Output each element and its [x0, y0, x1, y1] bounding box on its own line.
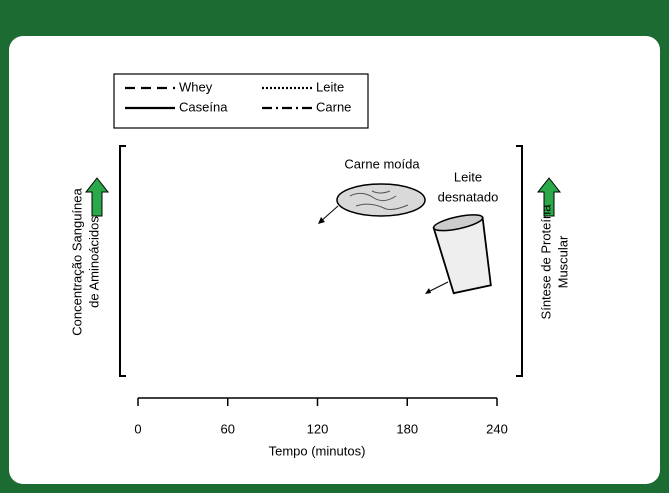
x-tick-label: 120: [307, 421, 329, 436]
legend: Whey Leite Caseína Carne: [125, 79, 351, 114]
legend-label: Whey: [179, 79, 213, 94]
y-label: de Aminoácidos: [86, 216, 101, 308]
x-tick-label: 60: [221, 421, 235, 436]
x-tick-label: 240: [486, 421, 508, 436]
x-tick-label: 0: [134, 421, 141, 436]
up-arrow-right: [536, 177, 562, 217]
milk-glass-icon: [432, 214, 492, 295]
panel: [9, 36, 660, 484]
annotation-arrow: [319, 205, 339, 223]
legend-label: Carne: [316, 99, 351, 114]
x-label: Tempo (minutos): [269, 443, 366, 458]
annotation: desnatado: [438, 189, 499, 204]
right-bracket: [516, 145, 523, 377]
up-arrow-left: [84, 177, 110, 217]
ground-meat-texture: [349, 190, 409, 210]
legend-label: Caseína: [179, 99, 228, 114]
annotation: Leite: [454, 169, 482, 184]
annotation-arrowhead: [425, 288, 431, 294]
x-tick-label: 180: [396, 421, 418, 436]
annotation: Carne moída: [344, 156, 420, 171]
annotation-arrowhead: [318, 217, 325, 224]
annotation-arrow: [427, 281, 449, 293]
y2-label: Síntese de Proteína: [538, 204, 553, 320]
left-bracket: [119, 145, 126, 377]
legend-box: [113, 73, 369, 129]
legend-label: Leite: [316, 79, 344, 94]
y-label: Concentração Sanguínea: [69, 188, 84, 336]
y2-label: Muscular: [555, 235, 570, 288]
